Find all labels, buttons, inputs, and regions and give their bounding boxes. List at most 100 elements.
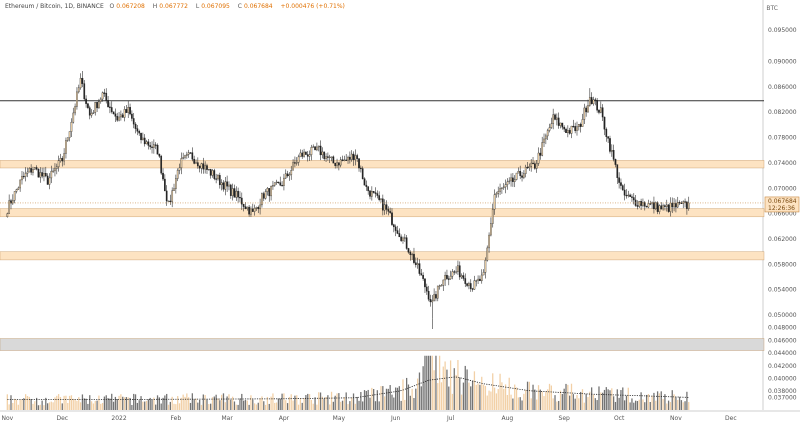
candle-down bbox=[512, 177, 514, 182]
x-tick-label: Jun bbox=[390, 415, 401, 422]
volume-bar bbox=[482, 384, 485, 410]
candle-up bbox=[98, 101, 100, 109]
candle-up bbox=[510, 177, 512, 182]
candle-down bbox=[631, 196, 633, 198]
volume-bar bbox=[677, 399, 679, 410]
candle-down bbox=[209, 169, 212, 176]
candle-up bbox=[182, 157, 185, 159]
candle-up bbox=[32, 169, 34, 173]
candle-up bbox=[528, 166, 531, 168]
volume-bar bbox=[321, 396, 324, 410]
candle-up bbox=[642, 202, 644, 206]
candle-up bbox=[264, 191, 267, 199]
volume-bar bbox=[281, 393, 283, 410]
volume-bar bbox=[612, 396, 615, 410]
candle-up bbox=[255, 207, 258, 209]
candle-down bbox=[96, 102, 98, 109]
volume-bar bbox=[391, 394, 393, 410]
volume-bar bbox=[318, 392, 320, 410]
candle-up bbox=[482, 272, 485, 276]
volume-bar bbox=[54, 397, 56, 410]
candle-up bbox=[638, 201, 641, 207]
volume-bar bbox=[173, 403, 175, 410]
y-tick-label: 0.054000 bbox=[768, 287, 797, 294]
candle-up bbox=[676, 202, 679, 208]
candle-up bbox=[63, 153, 65, 162]
x-tick-label: Jul bbox=[446, 415, 455, 422]
volume-bar bbox=[156, 395, 159, 410]
candle-down bbox=[22, 175, 25, 178]
volume-bar bbox=[314, 397, 316, 410]
candle-down bbox=[519, 170, 522, 176]
volume-ma-line bbox=[7, 376, 689, 400]
volume-bar bbox=[96, 400, 98, 410]
volume-bar bbox=[241, 393, 243, 410]
volume-bar bbox=[164, 395, 166, 410]
volume-bar bbox=[622, 387, 624, 410]
volume-bar bbox=[429, 355, 432, 410]
volume-bar bbox=[307, 393, 309, 410]
candle-up bbox=[288, 174, 291, 177]
candle-down bbox=[574, 126, 577, 131]
candle-up bbox=[431, 300, 434, 303]
volume-bar bbox=[340, 401, 342, 410]
volume-bar bbox=[427, 355, 430, 410]
candle-up bbox=[310, 147, 313, 155]
volume-bar bbox=[246, 400, 248, 410]
volume-bar bbox=[330, 391, 333, 410]
candle-down bbox=[143, 137, 146, 145]
volume-bar bbox=[418, 372, 421, 410]
candle-down bbox=[625, 194, 628, 197]
candle-down bbox=[603, 116, 606, 130]
candle-up bbox=[180, 158, 183, 169]
y-tick-label: 0.040000 bbox=[768, 375, 797, 382]
candle-down bbox=[229, 184, 232, 196]
y-tick-label: 0.058000 bbox=[768, 261, 797, 268]
volume-bar bbox=[545, 391, 547, 410]
candle-up bbox=[383, 204, 386, 211]
volume-bar bbox=[8, 404, 10, 410]
volume-bar bbox=[517, 397, 520, 410]
candle-up bbox=[321, 151, 324, 156]
volume-bar bbox=[310, 399, 313, 410]
candle-up bbox=[523, 173, 525, 178]
volume-bar bbox=[162, 397, 164, 410]
volume-bar bbox=[686, 391, 688, 410]
candle-up bbox=[587, 105, 589, 113]
candle-up bbox=[524, 166, 527, 174]
candle-up bbox=[94, 102, 97, 113]
volume-bar bbox=[666, 403, 668, 410]
volume-bar bbox=[528, 381, 531, 410]
candle-up bbox=[295, 162, 298, 164]
volume-bar bbox=[109, 398, 111, 410]
candle-down bbox=[268, 188, 271, 197]
candle-down bbox=[424, 278, 426, 288]
candle-up bbox=[673, 203, 675, 208]
candle-down bbox=[109, 106, 111, 108]
volume-bar bbox=[523, 393, 525, 410]
volume-bar bbox=[140, 396, 142, 410]
volume-bar bbox=[286, 403, 289, 410]
x-tick-label: Dec bbox=[56, 415, 68, 422]
volume-bar bbox=[609, 390, 611, 410]
candle-down bbox=[376, 193, 379, 196]
volume-bar bbox=[26, 396, 29, 410]
candle-down bbox=[41, 172, 43, 177]
candle-down bbox=[618, 177, 620, 183]
volume-bar bbox=[614, 401, 617, 410]
volume-bar bbox=[521, 400, 523, 410]
candle-down bbox=[660, 205, 663, 210]
candle-down bbox=[381, 198, 384, 211]
candle-up bbox=[330, 156, 333, 158]
x-tick-label: Mar bbox=[221, 415, 233, 422]
volume-bar bbox=[360, 392, 362, 410]
candle-up bbox=[270, 185, 272, 197]
volume-bar bbox=[52, 402, 54, 410]
candle-up bbox=[457, 265, 459, 272]
candle-up bbox=[48, 177, 51, 185]
volume-bar bbox=[658, 393, 661, 410]
volume-bar bbox=[133, 393, 135, 410]
volume-bar bbox=[416, 378, 419, 410]
volume-bar bbox=[297, 404, 300, 410]
